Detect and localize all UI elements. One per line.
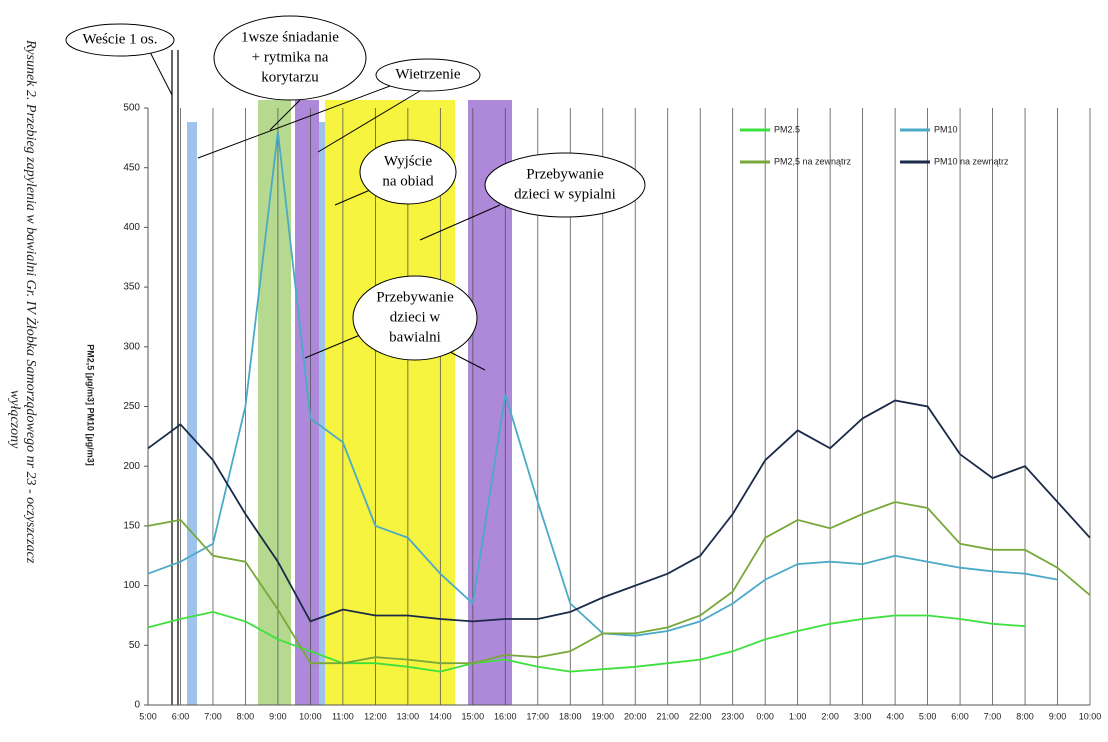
- arrow: [269, 99, 301, 131]
- x-tick-label: 23:00: [721, 711, 744, 721]
- callout-text: Wietrzenie: [395, 66, 461, 82]
- bands: [187, 100, 512, 705]
- x-tick-label: 5:00: [919, 711, 937, 721]
- x-tick-label: 14:00: [429, 711, 452, 721]
- arrow: [304, 334, 361, 359]
- band: [295, 100, 319, 705]
- x-tick-label: 9:00: [269, 711, 287, 721]
- legend-label: PM10 na zewnątrz: [934, 156, 1009, 166]
- x-tick-label: 0:00: [756, 711, 774, 721]
- x-tick-label: 22:00: [689, 711, 712, 721]
- callout-text: na obiad: [382, 173, 434, 189]
- y-tick-label: 500: [123, 103, 140, 114]
- y-tick-label: 300: [123, 341, 140, 352]
- legend-label: PM2,5 na zewnątrz: [774, 156, 852, 166]
- series-line: [147, 501, 1091, 665]
- x-tick-label: 10:00: [299, 711, 322, 721]
- arrow: [419, 204, 501, 241]
- band: [258, 100, 291, 705]
- series-line: [147, 399, 1091, 623]
- x-tick-label: 13:00: [397, 711, 420, 721]
- x-tick-label: 6:00: [172, 711, 190, 721]
- band: [187, 122, 197, 705]
- callout-text: dzieci w: [390, 309, 441, 325]
- arrow: [149, 51, 173, 96]
- callout: [213, 15, 367, 101]
- y-tick-label: 200: [123, 461, 140, 472]
- x-tick-label: 10:00: [1079, 711, 1102, 721]
- legend-label: PM10: [934, 124, 958, 134]
- y-tick-label: 50: [129, 640, 141, 651]
- x-tick-label: 15:00: [462, 711, 485, 721]
- caption-line: wyłączony: [7, 390, 22, 449]
- x-tick-label: 7:00: [204, 711, 222, 721]
- y-tick-label: 100: [123, 580, 140, 591]
- caption-line: Rysunek 2. Przebieg zapylenia w bawialni…: [23, 39, 39, 564]
- y-tick-label: 450: [123, 162, 140, 173]
- callout-text: Przebywanie: [376, 289, 454, 305]
- callout-text: dzieci w sypialni: [514, 186, 616, 202]
- x-tick-label: 17:00: [527, 711, 550, 721]
- y-tick-label: 350: [123, 282, 140, 293]
- arrow: [334, 189, 371, 206]
- x-tick-label: 18:00: [559, 711, 582, 721]
- arrow: [197, 85, 391, 159]
- callout-text: Weście 1 os.: [82, 31, 157, 47]
- callout: [352, 275, 478, 361]
- x-tick-label: 7:00: [984, 711, 1002, 721]
- callout-text: Wyjście: [384, 153, 433, 169]
- y-tick-label: 0: [134, 700, 140, 711]
- arrow: [449, 351, 486, 371]
- x-tick-label: 5:00: [139, 711, 157, 721]
- x-tick-label: 1:00: [789, 711, 807, 721]
- series-line: [147, 610, 1026, 673]
- x-tick-label: 8:00: [237, 711, 255, 721]
- x-tick-label: 19:00: [591, 711, 614, 721]
- band: [319, 122, 325, 705]
- caption: Rysunek 2. Przebieg zapylenia w bawialni…: [7, 39, 39, 564]
- plot: 0 50 100 150 200 250 300 350 400 450 500 5:00 6:00 7:…: [123, 103, 1101, 722]
- callout-text: korytarzu: [261, 69, 319, 85]
- callout: [359, 139, 457, 205]
- x-tick-label: 4:00: [886, 711, 904, 721]
- x-tick-label: 16:00: [494, 711, 517, 721]
- x-tick-label: 2:00: [821, 711, 839, 721]
- x-tick-label: 6:00: [951, 711, 969, 721]
- x-tick-label: 8:00: [1016, 711, 1034, 721]
- y-tick-label: 400: [123, 222, 140, 233]
- legend-label: PM2.5: [774, 124, 800, 134]
- x-tick-label: 3:00: [854, 711, 872, 721]
- x-tick-label: 21:00: [656, 711, 679, 721]
- y-tick-label: 150: [123, 521, 140, 532]
- callout-text: + rytmika na: [252, 49, 329, 65]
- x-tick-label: 20:00: [624, 711, 647, 721]
- y-axis-label: PM2,5 [µg/m3] PM10 [µg/m3]: [86, 344, 96, 465]
- callout-text: 1wsze śniadanie: [241, 29, 339, 45]
- callout: [65, 23, 175, 57]
- callout-text: bawialni: [389, 329, 441, 345]
- x-tick-label: 12:00: [364, 711, 387, 721]
- arrow: [317, 90, 421, 153]
- callout-text: Przebywanie: [526, 166, 604, 182]
- callouts: Weście 1 os. 1wsze śniadanie + rytmika na k…: [65, 15, 646, 371]
- x-tick-label: 11:00: [332, 711, 354, 721]
- x-tick-label: 9:00: [1049, 711, 1067, 721]
- y-tick-label: 250: [123, 401, 140, 412]
- callout: [375, 58, 481, 92]
- callout: [484, 152, 646, 218]
